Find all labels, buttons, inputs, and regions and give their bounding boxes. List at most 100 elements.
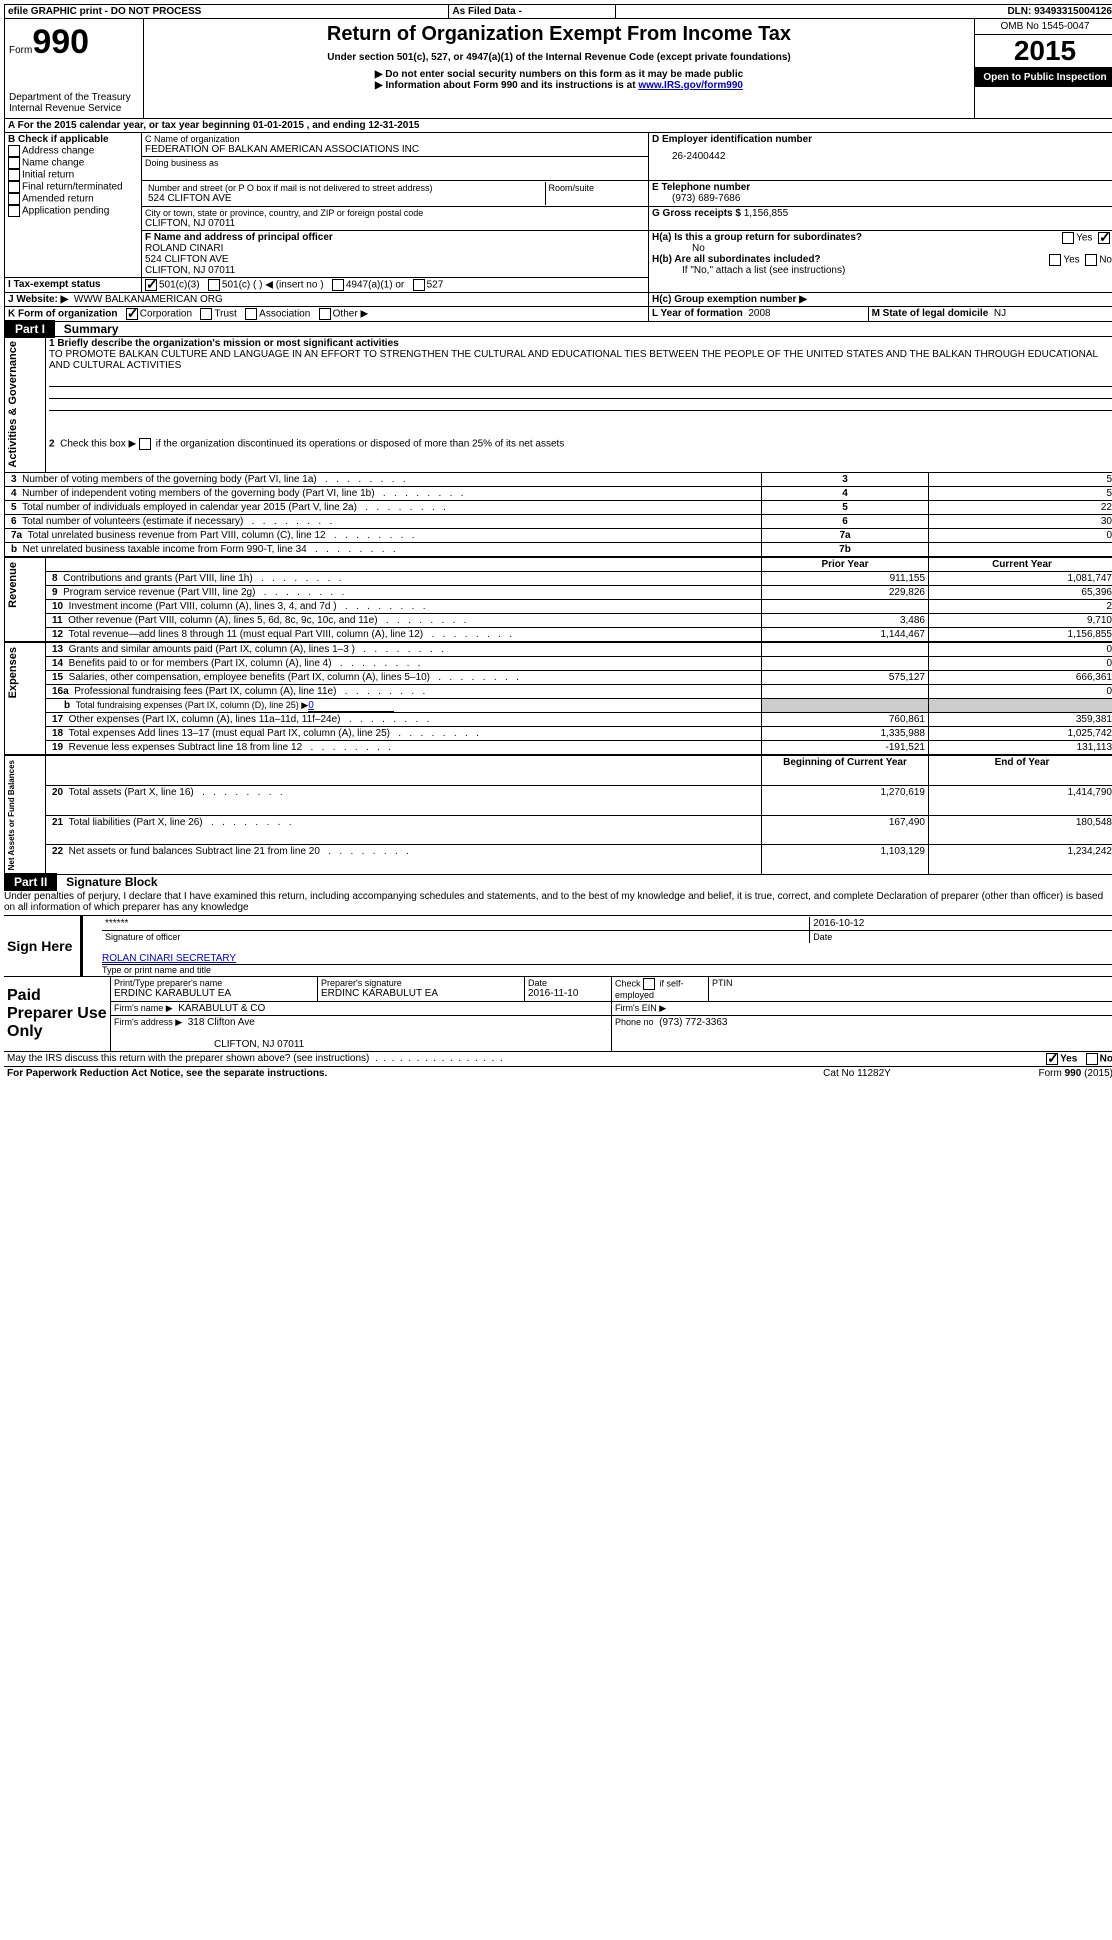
gov-row: 3 Number of voting members of the govern… xyxy=(5,472,1112,486)
firm-name: Firm's name ▶ KARABULUT & CO xyxy=(111,1001,612,1015)
i-501c[interactable] xyxy=(208,279,220,291)
data-row: 8 Contributions and grants (Part VIII, l… xyxy=(5,571,1112,585)
phone: (973) 689-7686 xyxy=(672,193,1112,204)
part2-title: Part II xyxy=(4,873,57,891)
officer-addr2: CLIFTON, NJ 07011 xyxy=(145,265,645,276)
gov-row: 4 Number of independent voting members o… xyxy=(5,486,1112,500)
ptin: PTIN xyxy=(709,977,1112,1002)
form-title: Return of Organization Exempt From Incom… xyxy=(148,23,970,46)
initial-check[interactable]: Initial return xyxy=(8,169,138,181)
line2: 2 Check this box ▶ if the organization d… xyxy=(46,428,1112,456)
hb-yes[interactable] xyxy=(1049,254,1061,266)
city-label: City or town, state or province, country… xyxy=(145,208,645,218)
k-other[interactable] xyxy=(319,308,331,320)
dba-label: Doing business as xyxy=(145,158,645,168)
k-row: K Form of organization Corporation Trust… xyxy=(5,307,649,322)
year-header-row: Revenue Prior Year Current Year xyxy=(5,557,1112,572)
omb-label: OMB No xyxy=(1001,21,1039,32)
city: CLIFTON, NJ 07011 xyxy=(145,218,645,229)
mission: TO PROMOTE BALKAN CULTURE AND LANGUAGE I… xyxy=(49,349,1112,371)
sign-here-block: Sign Here ******2016-10-12 Signature of … xyxy=(4,916,1112,977)
open-public: Open to Public Inspection xyxy=(975,68,1112,87)
dln: DLN: 93493315004126 xyxy=(893,5,1112,19)
line2-check[interactable] xyxy=(139,438,151,450)
data-row: 12 Total revenue—add lines 8 through 11 … xyxy=(5,627,1112,642)
form-number: 990 xyxy=(32,23,89,61)
data-row: 10 Investment income (Part VIII, column … xyxy=(5,599,1112,613)
officer-title-link[interactable]: ROLAN CINARI SECRETARY xyxy=(102,953,236,964)
prep-name-label: Print/Type preparer's name xyxy=(114,978,314,988)
omb: 1545-0047 xyxy=(1042,21,1090,32)
sig-date: 2016-10-12 xyxy=(810,917,1112,931)
irs-link[interactable]: www.IRS.gov/form990 xyxy=(638,80,743,91)
efile-label: efile GRAPHIC print - DO NOT PROCESS xyxy=(5,5,449,19)
b-label: B Check if applicable xyxy=(8,134,138,145)
k-assoc[interactable] xyxy=(245,308,257,320)
officer-name: ROLAND CINARI xyxy=(145,243,645,254)
room-label: Room/suite xyxy=(545,182,645,205)
ha: H(a) Is this a group return for subordin… xyxy=(652,232,1112,243)
amended-check[interactable]: Amended return xyxy=(8,193,138,205)
asfiled-label: As Filed Data - xyxy=(449,5,616,19)
subtitle: Under section 501(c), 527, or 4947(a)(1)… xyxy=(148,52,970,63)
may-no[interactable] xyxy=(1086,1053,1098,1065)
note2: ▶ Information about Form 990 and its ins… xyxy=(148,80,970,91)
sign-here: Sign Here xyxy=(4,916,82,977)
l-row: L Year of formation 2008 xyxy=(649,307,869,322)
date-label: Date xyxy=(810,930,1112,943)
k-trust[interactable] xyxy=(200,308,212,320)
officer-addr1: 524 CLIFTON AVE xyxy=(145,254,645,265)
tax-year-line: A For the 2015 calendar year, or tax yea… xyxy=(5,119,1112,133)
may-yes[interactable] xyxy=(1046,1053,1058,1065)
paid-preparer-block: Paid Preparer Use Only Print/Type prepar… xyxy=(4,977,1112,1052)
header-block: Form990 Department of the Treasury Inter… xyxy=(4,19,1112,119)
k-corp[interactable] xyxy=(126,308,138,320)
data-row: 20 Total assets (Part X, line 16) . . . … xyxy=(5,785,1112,815)
final-check[interactable]: Final return/terminated xyxy=(8,181,138,193)
i-4947[interactable] xyxy=(332,279,344,291)
data-row: 16a Professional fundraising fees (Part … xyxy=(5,684,1112,698)
ha-yes[interactable] xyxy=(1062,232,1074,244)
addr-label: Number and street (or P O box if mail is… xyxy=(148,183,542,193)
sig-stars: ****** xyxy=(102,917,810,931)
may-irs: May the IRS discuss this return with the… xyxy=(4,1052,970,1067)
hb-no[interactable] xyxy=(1085,254,1097,266)
prep-name: ERDINC KARABULUT EA xyxy=(114,988,314,999)
address: 524 CLIFTON AVE xyxy=(148,193,542,204)
prep-date: 2016-11-10 xyxy=(528,988,608,999)
data-row: 11 Other revenue (Part VIII, column (A),… xyxy=(5,613,1112,627)
gross-receipts: G Gross receipts $ 1,156,855 xyxy=(649,207,1112,231)
prep-sig-label: Preparer's signature xyxy=(321,978,521,988)
firm-phone: Phone no (973) 772-3363 xyxy=(612,1015,1112,1051)
prep-sig: ERDINC KARABULUT EA xyxy=(321,988,521,999)
form-footer: Form 990 (2015) xyxy=(960,1067,1112,1080)
part1-title: Part I xyxy=(5,320,55,338)
m-row: M State of legal domicile NJ xyxy=(868,307,1112,322)
i-501c3[interactable] xyxy=(145,279,157,291)
firm-addr: Firm's address ▶ 318 Clifton AveCLIFTON,… xyxy=(111,1015,612,1051)
data-row: 15 Salaries, other compensation, employe… xyxy=(5,670,1112,684)
name-change-check[interactable]: Name change xyxy=(8,157,138,169)
c-label: C Name of organization xyxy=(145,134,645,144)
entity-block: A For the 2015 calendar year, or tax yea… xyxy=(4,119,1112,322)
data-row: 18 Total expenses Add lines 13–17 (must … xyxy=(5,726,1112,740)
gov-label: Activities & Governance xyxy=(5,337,21,472)
website-row: J Website: ▶ WWW BALKANAMERICAN ORG xyxy=(5,293,649,307)
ha-no[interactable] xyxy=(1098,232,1110,244)
hb: H(b) Are all subordinates included? Yes … xyxy=(652,254,1112,265)
i-label: I Tax-exempt status xyxy=(5,278,142,293)
part2-subtitle: Signature Block xyxy=(60,875,157,889)
footer: For Paperwork Reduction Act Notice, see … xyxy=(4,1067,1112,1080)
gov-row: 5 Total number of individuals employed i… xyxy=(5,500,1112,514)
type-name: Type or print name and title xyxy=(102,965,1112,975)
data-row: 21 Total liabilities (Part X, line 26) .… xyxy=(5,815,1112,845)
part1-subtitle: Summary xyxy=(58,322,119,336)
cat: Cat No 11282Y xyxy=(754,1067,960,1080)
irs: Internal Revenue Service xyxy=(9,103,139,114)
pending-check[interactable]: Application pending xyxy=(8,205,138,217)
addr-change-check[interactable]: Address change xyxy=(8,145,138,157)
data-row: 22 Net assets or fund balances Subtract … xyxy=(5,845,1112,875)
gov-row: b Net unrelated business taxable income … xyxy=(5,542,1112,557)
i-527[interactable] xyxy=(413,279,425,291)
d-label: D Employer identification number xyxy=(652,134,1112,145)
